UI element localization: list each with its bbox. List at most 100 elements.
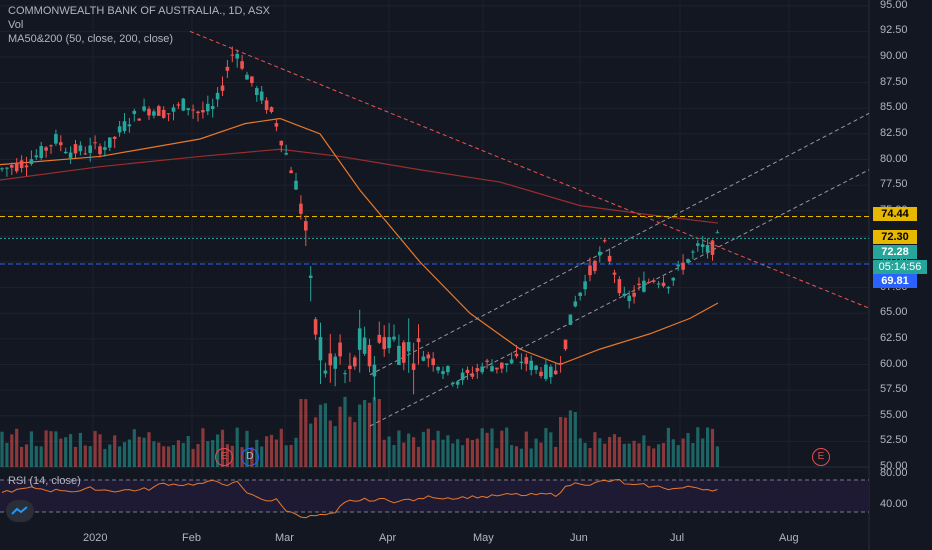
candle-body (406, 341, 411, 352)
volume-bar (274, 439, 278, 467)
volume-bar (691, 442, 695, 467)
volume-bar (661, 443, 666, 467)
dividend-event-icon[interactable]: D (241, 448, 259, 466)
candle-body (289, 170, 293, 174)
volume-bar (451, 443, 455, 467)
volume-bar (559, 417, 563, 467)
candle-body (269, 107, 274, 112)
candle-body (446, 366, 450, 373)
volume-bar (622, 443, 626, 467)
ma200-line (0, 148, 719, 224)
rsi-label[interactable]: RSI (14, close) (8, 475, 81, 487)
candle-body (573, 301, 578, 307)
candle-body (455, 381, 460, 385)
volume-bar (78, 432, 82, 467)
volume-bar (338, 406, 342, 467)
volume-bar (15, 428, 19, 467)
candle-body (514, 353, 519, 357)
volume-bar (715, 446, 719, 467)
volume-bar (211, 440, 215, 467)
volume-bar (358, 404, 362, 467)
candle-body (196, 111, 200, 114)
rsi-axis-label: 80.00 (880, 467, 908, 479)
candle-body (686, 259, 690, 263)
candle-body (230, 54, 235, 56)
ma50-line (0, 117, 719, 366)
ma-label[interactable]: MA50&200 (50, close, 200, close) (8, 33, 174, 45)
candle-body (255, 88, 259, 96)
time-axis-label: Apr (379, 532, 397, 544)
volume-bar (627, 443, 631, 467)
price-axis-label: 90.00 (880, 50, 908, 62)
candle-body (274, 123, 279, 127)
volume-bar (206, 441, 210, 467)
candle-body (588, 265, 592, 276)
candle-body (78, 145, 83, 152)
volume-bar (377, 399, 381, 467)
candle-body (568, 314, 573, 325)
volume-bar (5, 442, 9, 467)
volume-bar (29, 431, 33, 467)
volume-bar (132, 429, 136, 467)
volume-bar (647, 445, 651, 467)
volume-bar (510, 445, 514, 467)
earnings-event-icon-2[interactable]: E (812, 448, 830, 466)
volume-bar (529, 448, 533, 467)
volume-bar (588, 447, 592, 467)
candle-body (308, 275, 313, 278)
candle-body (607, 255, 612, 262)
candle-body (578, 292, 582, 296)
volume-bar (573, 412, 577, 467)
volume-bar (681, 438, 685, 467)
candle-body (705, 244, 710, 253)
time-axis-label: May (473, 532, 494, 544)
candle-body (220, 85, 225, 91)
price-axis-label: 55.00 (880, 408, 908, 421)
time-axis-label: 2020 (83, 532, 108, 544)
candle-body (411, 363, 416, 370)
candle-body (157, 106, 161, 116)
volume-bar (431, 440, 435, 467)
price-axis-label: 92.50 (880, 24, 908, 37)
candle-body (147, 108, 151, 116)
volume-bar (186, 435, 190, 467)
current-price-tag: 72.28 (873, 245, 917, 259)
volume-bar (314, 417, 318, 467)
candle-body (108, 137, 112, 148)
candle-body (563, 339, 568, 350)
volume-bar (701, 438, 705, 467)
earnings-event-icon[interactable]: E (215, 448, 233, 466)
candle-body (416, 338, 421, 343)
candle-body (397, 345, 401, 366)
candle-body (431, 358, 435, 366)
candle-body (637, 283, 641, 286)
candle-body (602, 240, 607, 242)
price-axis-label: 50.00 (880, 460, 908, 472)
candle-body (421, 356, 426, 361)
price-axis-label: 52.50 (880, 434, 908, 447)
candle-body (642, 280, 646, 292)
candle-body (10, 165, 14, 168)
candle-body (122, 121, 127, 132)
volume-bar (289, 444, 293, 467)
volume-label[interactable]: Vol (8, 19, 24, 31)
candle-body (142, 106, 146, 111)
time-axis-label: Mar (275, 532, 294, 544)
candle-body (480, 366, 484, 373)
candle-body (549, 366, 553, 378)
volume-bar (49, 431, 53, 467)
volume-bar (387, 436, 391, 467)
candle-body (73, 144, 78, 154)
support-price-tag: 69.81 (873, 274, 917, 288)
symbol-title[interactable]: COMMONWEALTH BANK OF AUSTRALIA., 1D, ASX (8, 5, 271, 17)
volume-bar (162, 446, 166, 467)
candle-body (54, 134, 58, 144)
volume-bar (514, 446, 519, 467)
tradingview-logo-icon[interactable] (6, 500, 34, 522)
candle-body (622, 293, 627, 296)
volume-bar (294, 437, 298, 467)
candle-body (245, 74, 249, 80)
candle-body (181, 98, 186, 111)
price-axis-label: 77.50 (880, 178, 908, 191)
